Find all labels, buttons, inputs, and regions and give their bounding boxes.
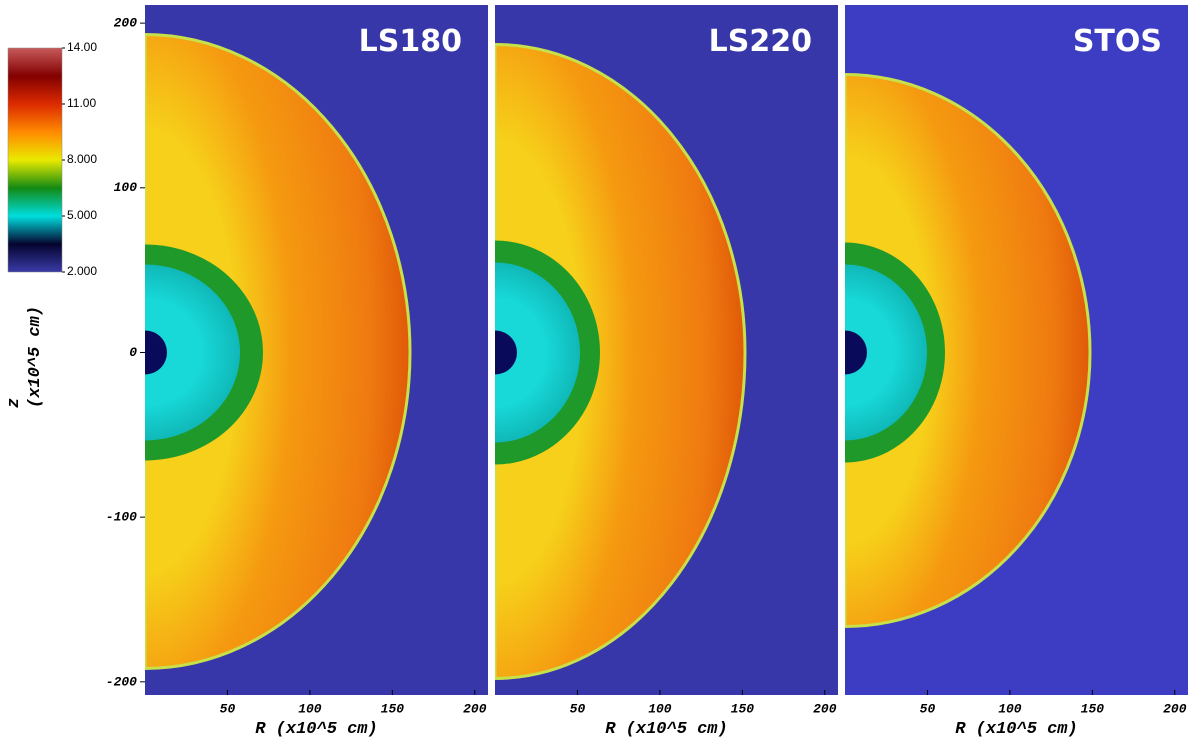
y-tick-label: 200 (114, 16, 138, 31)
colorbar-tick-label: 8.000 (67, 152, 97, 166)
x-tick-label: 50 (570, 701, 586, 716)
x-tick-label: 150 (731, 701, 755, 716)
panel-title: LS180 (359, 24, 462, 59)
y-axis-label: (x10^5 cm) (26, 306, 45, 408)
x-axis-label: R (x10^5 cm) (605, 720, 727, 739)
colorbar (8, 48, 62, 272)
page: {"chart_data": [ {"type": "image", "titl… (0, 0, 1196, 749)
y-axis-label: z (5, 398, 24, 408)
panel-title: LS220 (709, 24, 812, 59)
x-tick-label: 100 (298, 701, 322, 716)
y-tick-label: -200 (106, 674, 137, 689)
x-tick-label: 150 (1081, 701, 1105, 716)
colorbar-tick-label: 5.000 (67, 208, 97, 222)
x-tick-label: 50 (920, 701, 936, 716)
y-tick-label: -100 (106, 510, 137, 525)
x-tick-label: 150 (381, 701, 405, 716)
x-tick-label: 200 (1163, 701, 1187, 716)
colorbar-tick-label: 2.000 (67, 264, 97, 278)
figure: LS180 50 100 150 200 R (x10^5 cm) 200 100 0 -100 -… (0, 0, 1196, 749)
x-tick-label: 50 (220, 701, 236, 716)
colorbar-tick-label: 14.00 (67, 40, 97, 54)
x-tick-label: 200 (813, 701, 837, 716)
colorbar-tick-label: 11.00 (67, 96, 96, 110)
y-tick-label: 0 (129, 345, 137, 360)
panel (27, 5, 488, 695)
x-axis-label: R (x10^5 cm) (955, 720, 1077, 739)
panel-title: STOS (1073, 24, 1162, 59)
y-tick-label: 100 (114, 180, 138, 195)
x-axis-label: R (x10^5 cm) (255, 720, 377, 739)
x-tick-label: 200 (463, 701, 487, 716)
x-tick-label: 100 (648, 701, 672, 716)
x-tick-label: 100 (998, 701, 1022, 716)
